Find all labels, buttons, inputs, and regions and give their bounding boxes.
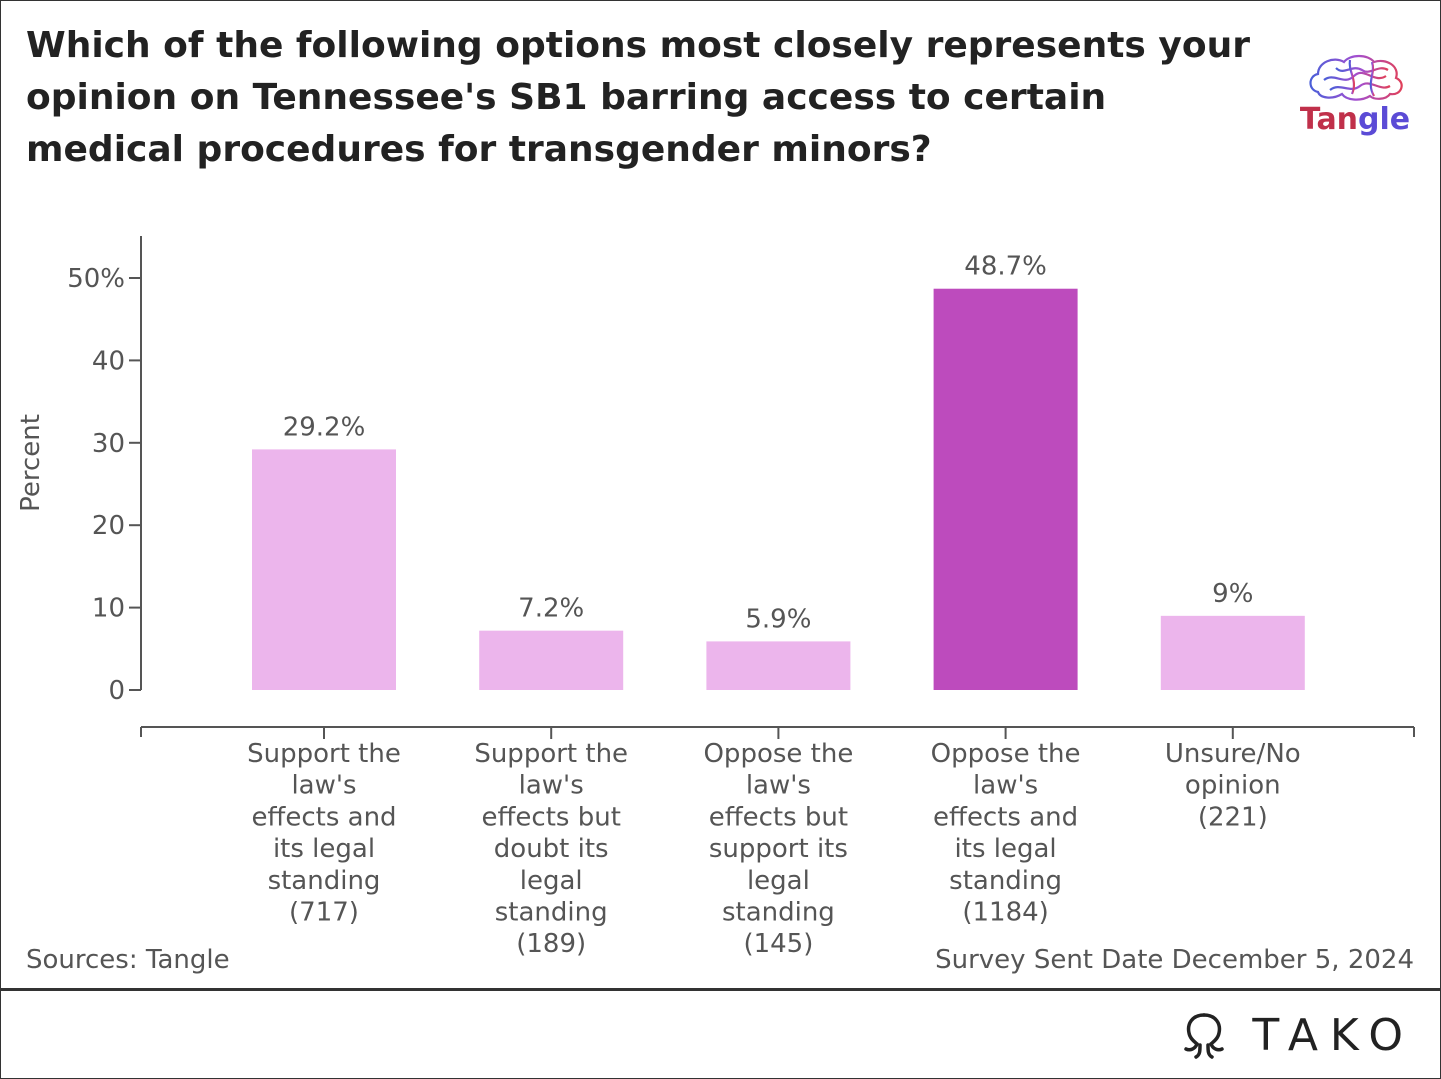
y-tick-label: 0 bbox=[108, 676, 125, 706]
x-tick-label: Support the law's effects and its legal stan… bbox=[247, 739, 401, 928]
brain-icon bbox=[1309, 54, 1403, 101]
tako-wordmark: TAKO bbox=[1252, 1009, 1415, 1061]
bar bbox=[252, 449, 396, 690]
sources-note: Sources: Tangle bbox=[26, 945, 230, 975]
y-tick-label: 10 bbox=[92, 594, 125, 624]
tako-octopus-icon bbox=[1184, 1013, 1225, 1059]
bar bbox=[479, 630, 624, 690]
chart-title: Which of the following options most clos… bbox=[26, 25, 1250, 170]
x-tick-label: Oppose the law's effects but support its leg… bbox=[703, 739, 853, 959]
bar-value-label: 48.7% bbox=[964, 252, 1047, 282]
x-tick-label: Support the law's effects but doubt its lega… bbox=[474, 739, 628, 959]
y-tick-label: 50% bbox=[67, 264, 125, 294]
bar-value-label: 5.9% bbox=[745, 604, 811, 634]
y-tick-label: 40 bbox=[92, 346, 125, 376]
y-tick-label: 30 bbox=[92, 429, 125, 459]
y-axis-title: Percent bbox=[16, 414, 46, 512]
bar bbox=[1160, 615, 1305, 690]
bar-chart: 0 10 20 30 40 50% Percent 29.2% Support the law's… bbox=[16, 236, 1415, 959]
footer-divider bbox=[0, 988, 1441, 991]
bar-value-label: 29.2% bbox=[283, 412, 366, 442]
bar bbox=[933, 288, 1078, 690]
bar-value-label: 9% bbox=[1212, 579, 1253, 609]
y-tick-label: 20 bbox=[92, 511, 125, 541]
x-tick-label: Oppose the law's effects and its legal stand… bbox=[931, 739, 1081, 928]
tako-brand: TAKO bbox=[1178, 1009, 1415, 1061]
bar bbox=[706, 641, 851, 690]
bar-value-label: 7.2% bbox=[518, 594, 584, 624]
survey-date-note: Survey Sent Date December 5, 2024 bbox=[935, 945, 1414, 975]
logo-wordmark: Tangle bbox=[1299, 102, 1411, 137]
tangle-logo: Tangle bbox=[1290, 50, 1420, 150]
x-tick-label: Unsure/No opinion (221) bbox=[1165, 739, 1301, 832]
